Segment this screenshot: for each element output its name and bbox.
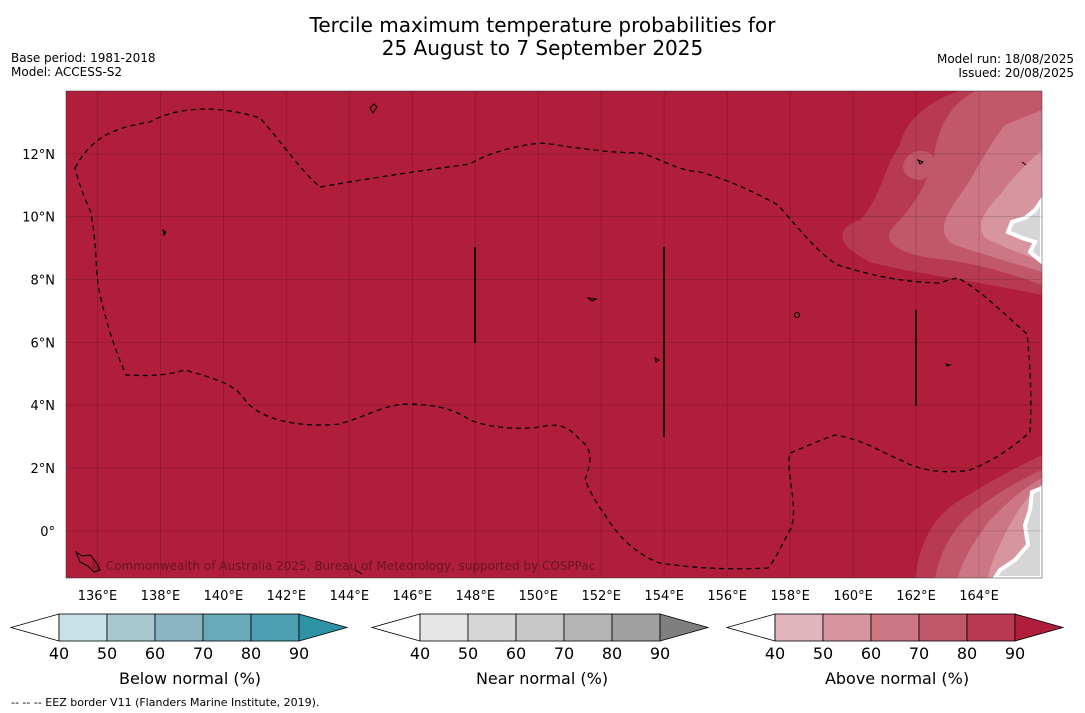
lon-tick-label: 144°E	[330, 589, 370, 604]
lat-tick-label: 8°N	[31, 274, 56, 289]
lon-tick-label: 140°E	[204, 589, 244, 604]
title-line-1: Tercile maximum temperature probabilitie…	[309, 13, 776, 37]
colorbar-tick-label: 90	[289, 644, 309, 663]
lon-tick-label: 164°E	[959, 589, 999, 604]
base-period-text: Base period: 1981-2018	[11, 51, 156, 65]
colorbar-segment	[419, 613, 469, 642]
colorbar-tick-label: 50	[458, 644, 478, 663]
colorbar-segment	[58, 613, 108, 642]
colorbar-segment	[918, 613, 968, 642]
colorbar-extend-high	[1014, 613, 1065, 642]
lon-tick-label: 152°E	[581, 589, 621, 604]
colorbar-tick-label: 50	[97, 644, 117, 663]
lat-tick-label: 6°N	[31, 336, 56, 351]
near-normal-patch-north	[1005, 196, 1042, 265]
colorbar-tick-label: 40	[410, 644, 430, 663]
colorbar-extend-low	[9, 613, 60, 642]
colorbar-extend-high	[659, 613, 710, 642]
lon-tick-label: 148°E	[456, 589, 496, 604]
model-run-text: Model run: 18/08/2025	[936, 52, 1074, 66]
title-line-2: 25 August to 7 September 2025	[381, 36, 704, 60]
footer-note: -- -- -- EEZ border V11 (Flanders Marine…	[11, 696, 320, 709]
lon-tick-label: 150°E	[518, 589, 558, 604]
colorbar-segment	[250, 613, 300, 642]
lon-tick-label: 158°E	[770, 589, 810, 604]
map-frame	[65, 90, 1043, 579]
colorbar-segment	[774, 613, 824, 642]
colorbar-segment	[966, 613, 1016, 642]
colorbar-near: 40 50 60 70 80 90	[370, 613, 710, 663]
lon-tick-label: 146°E	[393, 589, 433, 604]
colorbar-label-near: Near normal (%)	[475, 669, 609, 688]
colorbar-tick-label: 70	[554, 644, 574, 663]
colorbar-segment	[515, 613, 565, 642]
lat-tick-label: 12°N	[22, 148, 55, 163]
meta-right: Model run: 18/08/2025 Issued: 20/08/2025	[937, 52, 1074, 80]
colorbar-label-below: Below normal (%)	[118, 669, 262, 688]
colorbar-extend-low	[725, 613, 776, 642]
colorbar-tick-label: 80	[241, 644, 261, 663]
colorbar-segment	[611, 613, 661, 642]
colorbar-tick-label: 70	[193, 644, 213, 663]
lat-tick-label: 2°N	[31, 462, 56, 477]
lon-tick-label: 136°E	[78, 589, 118, 604]
copyright-text: © Commonwealth of Australia 2025, Bureau…	[90, 559, 595, 573]
issued-text: Issued: 20/08/2025	[958, 66, 1074, 80]
colorbar-tick-label: 60	[145, 644, 165, 663]
lon-tick-label: 142°E	[267, 589, 307, 604]
colorbar-segment	[822, 613, 872, 642]
colorbar-segment	[202, 613, 252, 642]
lon-tick-label: 154°E	[644, 589, 684, 604]
colorbar-tick-label: 70	[909, 644, 929, 663]
longitude-labels: 136°E 138°E 140°E 142°E 144°E 146°E 148°E 150°E…	[78, 589, 999, 604]
colorbar-segment	[563, 613, 613, 642]
gridlines	[66, 91, 1042, 578]
model-text: Model: ACCESS-S2	[11, 65, 123, 79]
lon-tick-label: 162°E	[896, 589, 936, 604]
colorbar-tick-label: 50	[813, 644, 833, 663]
lat-tick-label: 4°N	[31, 399, 56, 414]
colorbar-segment	[106, 613, 156, 642]
lat-tick-label: 10°N	[22, 211, 55, 226]
colorbar-segment	[870, 613, 920, 642]
colorbar-label-above: Above normal (%)	[824, 669, 970, 688]
map-title: Tercile maximum temperature probabilitie…	[0, 14, 1085, 60]
colorbars: 40 50 60 70 80 90 40 50 60 70 80 90 40 50 60 70 80 90	[9, 613, 1065, 663]
colorbar-segment	[467, 613, 517, 642]
latitude-labels: 12°N 10°N 8°N 6°N 4°N 2°N 0°	[22, 148, 55, 540]
lon-tick-label: 138°E	[141, 589, 181, 604]
contour-small-north	[903, 150, 935, 180]
probability-field	[66, 91, 1042, 578]
eez-border	[74, 108, 1032, 570]
colorbar-tick-label: 80	[602, 644, 622, 663]
colorbar-tick-label: 60	[506, 644, 526, 663]
near-normal-patch-south	[992, 485, 1042, 578]
colorbar-tick-label: 90	[650, 644, 670, 663]
lon-tick-label: 156°E	[707, 589, 747, 604]
colorbar-tick-label: 80	[957, 644, 977, 663]
colorbar-tick-label: 60	[861, 644, 881, 663]
colorbar-below: 40 50 60 70 80 90	[9, 613, 349, 663]
lat-tick-label: 0°	[40, 525, 55, 540]
colorbar-tick-label: 40	[49, 644, 69, 663]
colorbar-tick-label: 40	[765, 644, 785, 663]
lon-tick-label: 160°E	[833, 589, 873, 604]
colorbar-extend-high	[298, 613, 349, 642]
islands	[74, 103, 1027, 575]
colorbar-above: 40 50 60 70 80 90	[725, 613, 1065, 663]
colorbar-tick-label: 90	[1005, 644, 1025, 663]
colorbar-segment	[154, 613, 204, 642]
colorbar-extend-low	[370, 613, 421, 642]
meta-left: Base period: 1981-2018 Model: ACCESS-S2	[11, 51, 156, 79]
